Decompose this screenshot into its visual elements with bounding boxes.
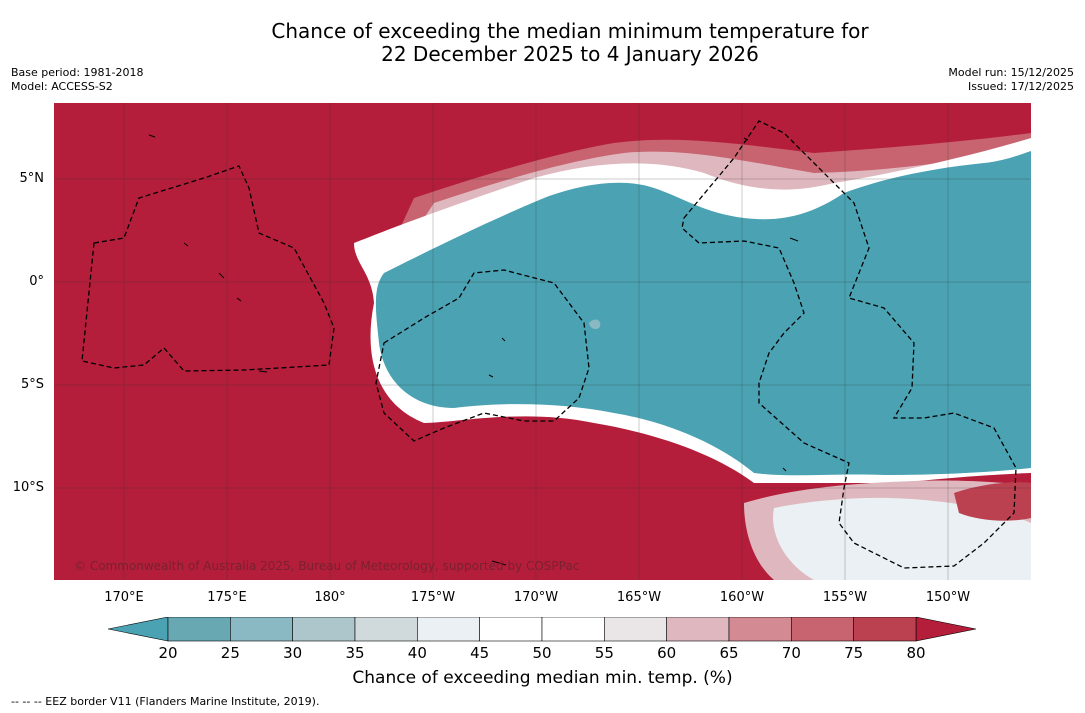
colorbar-tick-label: 45 (470, 644, 490, 662)
colorbar-segment (791, 617, 854, 642)
colorbar-tick-label: 60 (657, 644, 677, 662)
title-line-1: Chance of exceeding the median minimum t… (271, 19, 869, 43)
colorbar-tick-label: 65 (719, 644, 739, 662)
probability-map: © Commonwealth of Australia 2025, Bureau… (54, 103, 1031, 580)
cool-island (589, 319, 601, 330)
island-4 (236, 297, 242, 302)
colorbar-segment (728, 617, 792, 642)
island-11 (488, 374, 494, 378)
island-7 (743, 137, 749, 141)
colorbar-high-extend (915, 617, 977, 642)
island-5 (258, 370, 268, 373)
colorbar-label: Chance of exceeding median min. temp. (%… (352, 668, 733, 688)
colorbar-segments (167, 617, 917, 642)
lon-label-180: 180° (314, 590, 346, 605)
southeast-neutral-patch (773, 497, 1031, 580)
colorbar-low-extend (108, 617, 169, 642)
meta-right: Model run: 15/12/2025 Issued: 17/12/2025 (948, 66, 1074, 94)
island-9 (782, 467, 787, 472)
model-run: Model run: 15/12/2025 (948, 66, 1074, 79)
colorbar-tick-label: 30 (283, 644, 303, 662)
colorbar-segment (479, 617, 543, 642)
below-median-field (375, 151, 1031, 476)
lat-label-10s: 10°S (12, 480, 44, 495)
colorbar (108, 617, 977, 642)
colorbar-segment (354, 617, 418, 642)
lat-label-5n: 5°N (19, 171, 45, 186)
lat-label-5s: 5°S (20, 377, 44, 392)
lon-label-165w: 165°W (616, 590, 662, 605)
eez-kiribati-gilbert (81, 165, 335, 372)
eez-borders (81, 120, 1017, 569)
island-10 (501, 337, 506, 342)
map-graticule (54, 103, 1031, 580)
eez-kiribati-phoenix (375, 269, 590, 442)
eez-kiribati-line (681, 120, 1017, 569)
copyright-notice: © Commonwealth of Australia 2025, Bureau… (74, 559, 579, 573)
island-1 (148, 134, 156, 138)
colorbar-tick-label: 25 (220, 644, 240, 662)
colorbar-segment (853, 617, 917, 642)
island-6 (491, 560, 507, 566)
islands (148, 134, 799, 566)
model-name: Model: ACCESS-S2 (11, 80, 113, 93)
colorbar-tick-label: 20 (158, 644, 178, 662)
colorbar-segment (666, 617, 730, 642)
colorbar-segment (167, 617, 231, 642)
southeast-hot-spot (954, 482, 1031, 521)
lon-label-170w: 170°W (513, 590, 559, 605)
lat-label-0: 0° (29, 274, 44, 289)
colorbar-tick-label: 70 (781, 644, 801, 662)
lon-label-175e: 175°E (207, 590, 247, 605)
meta-left: Base period: 1981-2018 Model: ACCESS-S2 (11, 66, 143, 94)
title-line-2: 22 December 2025 to 4 January 2026 (381, 42, 759, 66)
lon-label-160w: 160°W (719, 590, 765, 605)
island-2 (183, 242, 189, 247)
colorbar-tick-label: 50 (532, 644, 552, 662)
colorbar-segment (604, 617, 667, 642)
map-canvas: © Commonwealth of Australia 2025, Bureau… (54, 103, 1031, 580)
colorbar-tick-label: 35 (345, 644, 365, 662)
island-3 (218, 272, 225, 279)
base-period: Base period: 1981-2018 (11, 66, 144, 79)
issued-date: Issued: 17/12/2025 (967, 80, 1074, 93)
colorbar-tick-label: 55 (594, 644, 614, 662)
lon-label-170e: 170°E (104, 590, 144, 605)
colorbar-tick-label: 75 (844, 644, 864, 662)
colorbar-segment (541, 617, 605, 642)
colorbar-segment (417, 617, 480, 642)
island-8 (789, 237, 799, 242)
eez-footnote: -- -- -- EEZ border V11 (Flanders Marine… (11, 695, 320, 708)
lon-label-175w: 175°W (410, 590, 456, 605)
colorbar-tick-label: 40 (407, 644, 427, 662)
lon-label-155w: 155°W (822, 590, 868, 605)
lon-label-150w: 150°W (925, 590, 971, 605)
chart-title: Chance of exceeding the median minimum t… (0, 20, 1085, 66)
colorbar-tick-label: 80 (906, 644, 926, 662)
colorbar-segment (292, 617, 356, 642)
colorbar-segment (230, 617, 293, 642)
